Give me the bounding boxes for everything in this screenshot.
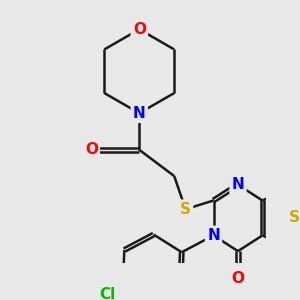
Text: S: S: [180, 202, 191, 217]
Text: O: O: [85, 142, 98, 157]
Text: O: O: [133, 22, 146, 37]
Text: S: S: [289, 211, 300, 226]
Text: Cl: Cl: [100, 287, 116, 300]
Text: O: O: [232, 271, 244, 286]
Text: N: N: [232, 177, 244, 192]
Text: N: N: [207, 228, 220, 243]
Text: N: N: [133, 106, 146, 121]
